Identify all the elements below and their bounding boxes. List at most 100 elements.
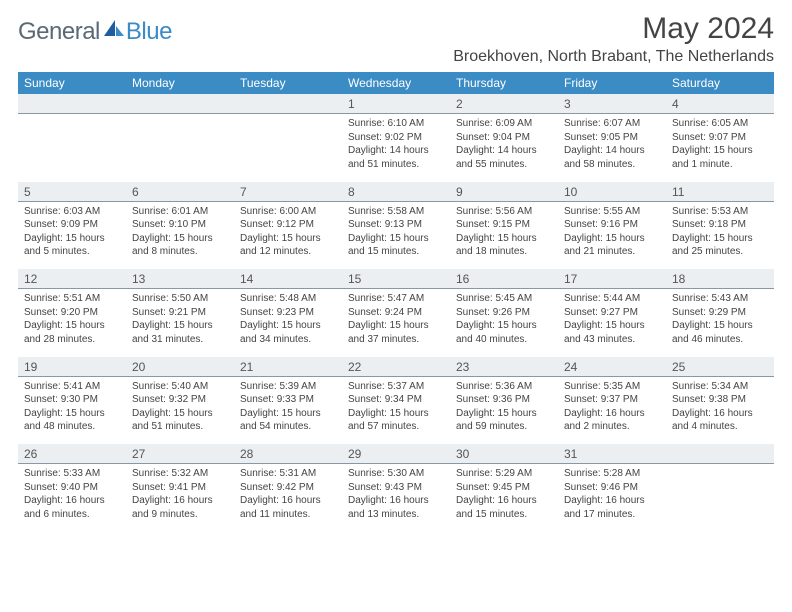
- sunset-line: Sunset: 9:33 PM: [240, 393, 336, 407]
- day-number-cell: 25: [666, 357, 774, 377]
- day-number: 12: [24, 272, 37, 286]
- sunset-line: Sunset: 9:04 PM: [456, 131, 552, 145]
- day-detail-cell: Sunrise: 6:09 AMSunset: 9:04 PMDaylight:…: [450, 114, 558, 182]
- day-number: 7: [240, 185, 247, 199]
- day-detail-cell: Sunrise: 5:29 AMSunset: 9:45 PMDaylight:…: [450, 464, 558, 532]
- day-number-cell: 4: [666, 94, 774, 114]
- day-detail-cell: Sunrise: 6:05 AMSunset: 9:07 PMDaylight:…: [666, 114, 774, 182]
- sunset-line: Sunset: 9:07 PM: [672, 131, 768, 145]
- day-detail-cell: Sunrise: 5:34 AMSunset: 9:38 PMDaylight:…: [666, 376, 774, 444]
- sunrise-line: Sunrise: 5:40 AM: [132, 380, 228, 394]
- day-detail-cell: [234, 114, 342, 182]
- day-number: 1: [348, 97, 355, 111]
- sunrise-line: Sunrise: 6:07 AM: [564, 117, 660, 131]
- sunrise-line: Sunrise: 5:55 AM: [564, 205, 660, 219]
- logo-text-blue: Blue: [126, 18, 172, 46]
- day-detail-cell: Sunrise: 5:51 AMSunset: 9:20 PMDaylight:…: [18, 289, 126, 357]
- day-number: 4: [672, 97, 679, 111]
- day-number: 23: [456, 360, 469, 374]
- sunrise-line: Sunrise: 6:05 AM: [672, 117, 768, 131]
- day-number-cell: 10: [558, 182, 666, 202]
- sunset-line: Sunset: 9:40 PM: [24, 481, 120, 495]
- sunrise-line: Sunrise: 5:36 AM: [456, 380, 552, 394]
- day-detail-cell: Sunrise: 5:40 AMSunset: 9:32 PMDaylight:…: [126, 376, 234, 444]
- weekday-header: Monday: [126, 72, 234, 94]
- day-number-cell: 3: [558, 94, 666, 114]
- day-detail-cell: Sunrise: 5:32 AMSunset: 9:41 PMDaylight:…: [126, 464, 234, 532]
- day-number: 17: [564, 272, 577, 286]
- daylight-line: Daylight: 15 hours and 40 minutes.: [456, 319, 552, 346]
- calendar-table: Sunday Monday Tuesday Wednesday Thursday…: [18, 72, 774, 532]
- sunset-line: Sunset: 9:26 PM: [456, 306, 552, 320]
- day-detail-cell: Sunrise: 5:43 AMSunset: 9:29 PMDaylight:…: [666, 289, 774, 357]
- day-number: 16: [456, 272, 469, 286]
- sunrise-line: Sunrise: 5:45 AM: [456, 292, 552, 306]
- day-detail-cell: Sunrise: 5:35 AMSunset: 9:37 PMDaylight:…: [558, 376, 666, 444]
- day-number: 15: [348, 272, 361, 286]
- sunrise-line: Sunrise: 6:09 AM: [456, 117, 552, 131]
- day-number-cell: 31: [558, 444, 666, 464]
- daylight-line: Daylight: 15 hours and 43 minutes.: [564, 319, 660, 346]
- sunrise-line: Sunrise: 5:37 AM: [348, 380, 444, 394]
- day-number-cell: [234, 94, 342, 114]
- sunset-line: Sunset: 9:12 PM: [240, 218, 336, 232]
- logo: General Blue: [18, 18, 172, 46]
- sunrise-line: Sunrise: 5:30 AM: [348, 467, 444, 481]
- day-number: 27: [132, 447, 145, 461]
- day-detail-cell: Sunrise: 5:55 AMSunset: 9:16 PMDaylight:…: [558, 201, 666, 269]
- day-number-cell: 22: [342, 357, 450, 377]
- day-detail-cell: Sunrise: 5:30 AMSunset: 9:43 PMDaylight:…: [342, 464, 450, 532]
- sunrise-line: Sunrise: 5:50 AM: [132, 292, 228, 306]
- sunset-line: Sunset: 9:09 PM: [24, 218, 120, 232]
- day-number: 10: [564, 185, 577, 199]
- daylight-line: Daylight: 15 hours and 12 minutes.: [240, 232, 336, 259]
- sunrise-line: Sunrise: 5:58 AM: [348, 205, 444, 219]
- day-number-cell: 17: [558, 269, 666, 289]
- day-detail-cell: Sunrise: 5:33 AMSunset: 9:40 PMDaylight:…: [18, 464, 126, 532]
- day-number: 13: [132, 272, 145, 286]
- weekday-header: Wednesday: [342, 72, 450, 94]
- sunrise-line: Sunrise: 5:35 AM: [564, 380, 660, 394]
- day-number: 11: [672, 185, 684, 199]
- daylight-line: Daylight: 15 hours and 21 minutes.: [564, 232, 660, 259]
- sunset-line: Sunset: 9:37 PM: [564, 393, 660, 407]
- sunrise-line: Sunrise: 5:56 AM: [456, 205, 552, 219]
- sunrise-line: Sunrise: 5:39 AM: [240, 380, 336, 394]
- weekday-header: Thursday: [450, 72, 558, 94]
- day-detail-cell: Sunrise: 5:37 AMSunset: 9:34 PMDaylight:…: [342, 376, 450, 444]
- daylight-line: Daylight: 16 hours and 4 minutes.: [672, 407, 768, 434]
- day-body-row: Sunrise: 5:33 AMSunset: 9:40 PM Daylight:…: [18, 464, 774, 532]
- day-number-cell: [666, 444, 774, 464]
- header: General Blue May 2024 Broekhoven, North …: [18, 12, 774, 66]
- day-detail-cell: Sunrise: 5:58 AMSunset: 9:13 PMDaylight:…: [342, 201, 450, 269]
- daylight-line: Daylight: 15 hours and 37 minutes.: [348, 319, 444, 346]
- day-detail-cell: [18, 114, 126, 182]
- logo-text-general: General: [18, 18, 100, 46]
- sunset-line: Sunset: 9:29 PM: [672, 306, 768, 320]
- sunset-line: Sunset: 9:05 PM: [564, 131, 660, 145]
- day-number-cell: 16: [450, 269, 558, 289]
- day-number-cell: 30: [450, 444, 558, 464]
- day-number-cell: 2: [450, 94, 558, 114]
- daynum-row: 567891011: [18, 182, 774, 202]
- day-detail-cell: Sunrise: 5:47 AMSunset: 9:24 PMDaylight:…: [342, 289, 450, 357]
- day-number-cell: 9: [450, 182, 558, 202]
- sunset-line: Sunset: 9:21 PM: [132, 306, 228, 320]
- day-number-cell: 15: [342, 269, 450, 289]
- sunset-line: Sunset: 9:20 PM: [24, 306, 120, 320]
- sunset-line: Sunset: 9:45 PM: [456, 481, 552, 495]
- day-detail-cell: Sunrise: 5:36 AMSunset: 9:36 PMDaylight:…: [450, 376, 558, 444]
- sunrise-line: Sunrise: 5:33 AM: [24, 467, 120, 481]
- daynum-row: 1 234: [18, 94, 774, 114]
- day-body-row: Sunrise: 6:10 AMSunset: 9:02 PMDaylight:…: [18, 114, 774, 182]
- day-number-cell: 21: [234, 357, 342, 377]
- daylight-line: Daylight: 16 hours and 13 minutes.: [348, 494, 444, 521]
- weekday-header: Saturday: [666, 72, 774, 94]
- daylight-line: Daylight: 15 hours and 15 minutes.: [348, 232, 444, 259]
- sunset-line: Sunset: 9:27 PM: [564, 306, 660, 320]
- sunset-line: Sunset: 9:41 PM: [132, 481, 228, 495]
- daylight-line: Daylight: 15 hours and 34 minutes.: [240, 319, 336, 346]
- daylight-line: Daylight: 15 hours and 1 minute.: [672, 144, 768, 171]
- sunrise-line: Sunrise: 6:03 AM: [24, 205, 120, 219]
- sunrise-line: Sunrise: 5:32 AM: [132, 467, 228, 481]
